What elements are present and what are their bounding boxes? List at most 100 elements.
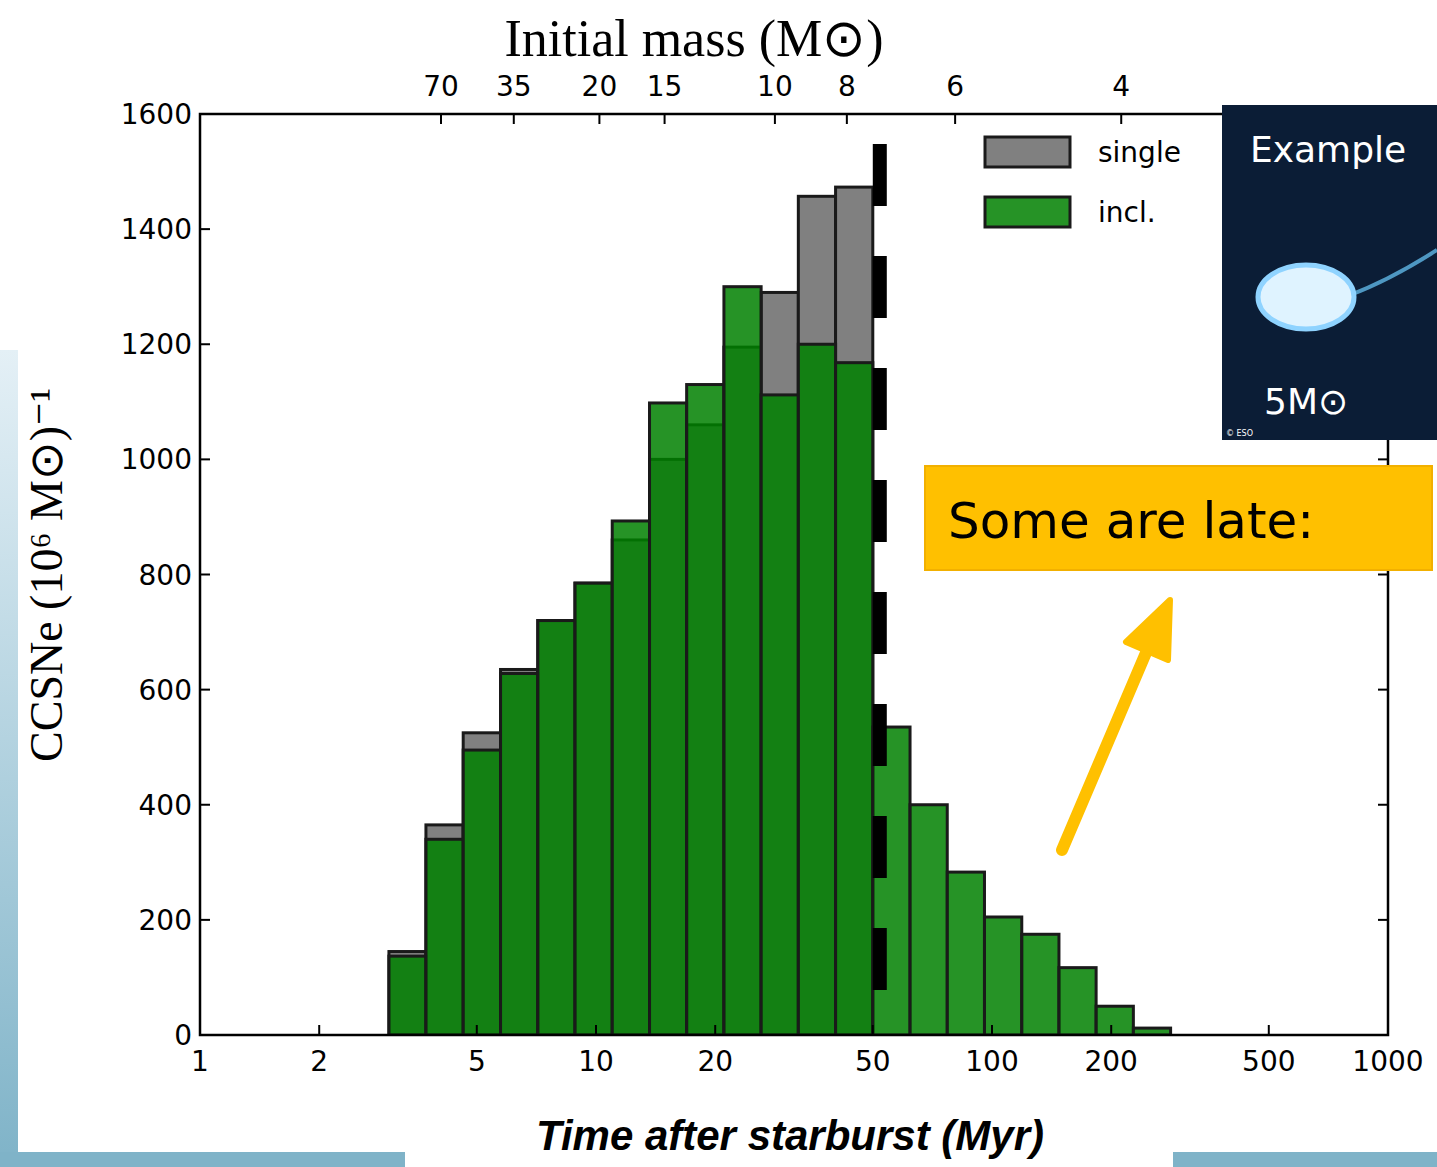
y-tick-label: 800 [139, 559, 192, 592]
x2-tick-label: 6 [946, 70, 964, 103]
bar [538, 621, 575, 1035]
x-tick-label: 10 [578, 1045, 614, 1078]
x-tick-label: 100 [965, 1045, 1018, 1078]
x-tick [1387, 1025, 1389, 1035]
x2-axis-title: Initial mass (M⊙) [504, 10, 883, 68]
bar [687, 385, 724, 1035]
bar [761, 395, 798, 1035]
x-tick [1268, 1025, 1270, 1035]
y-tick [200, 458, 210, 460]
x2-tick [846, 114, 848, 124]
x-tick [318, 1025, 320, 1035]
x-tick-label: 5 [468, 1045, 486, 1078]
x-tick [991, 1025, 993, 1035]
bar [1059, 968, 1096, 1035]
y-tick [200, 804, 210, 806]
x2-tick-label: 15 [647, 70, 683, 103]
y-axis-title: CCSNe (10⁶ M⊙)⁻¹ [21, 388, 72, 762]
background-strip [1173, 1152, 1437, 1167]
y-tick-label: 1400 [121, 213, 192, 246]
inset-title: Example [1250, 129, 1406, 170]
inset-star [1258, 265, 1354, 329]
bar [798, 344, 835, 1035]
bar [389, 952, 426, 1035]
x2-tick-label: 10 [757, 70, 793, 103]
x2-tick [598, 114, 600, 124]
y-tick [200, 228, 210, 230]
series-0 [389, 187, 873, 1035]
legend-label: incl. [1098, 196, 1156, 229]
x-tick [476, 1025, 478, 1035]
y-tick [1378, 458, 1388, 460]
y-tick-label: 0 [174, 1019, 192, 1052]
y-tick-label: 200 [139, 904, 192, 937]
bar [724, 287, 761, 1035]
legend-swatch [985, 197, 1070, 227]
y-tick [200, 919, 210, 921]
annotation-box [925, 466, 1432, 570]
x2-tick [440, 114, 442, 124]
x2-tick-label: 70 [423, 70, 459, 103]
bar [984, 917, 1021, 1035]
x2-tick [954, 114, 956, 124]
y-tick [1378, 919, 1388, 921]
y-tick-label: 400 [139, 789, 192, 822]
bar [426, 825, 463, 1035]
bar [947, 872, 984, 1035]
bar [501, 674, 538, 1035]
x2-tick-label: 20 [582, 70, 618, 103]
bar [910, 805, 947, 1035]
series-1 [389, 287, 1171, 1035]
bar [389, 956, 426, 1035]
x2-tick-label: 35 [496, 70, 532, 103]
inset-stream [1350, 250, 1437, 295]
x-tick-label: 50 [855, 1045, 891, 1078]
bar [575, 583, 612, 1035]
x-tick-label: 1000 [1352, 1045, 1423, 1078]
annotation-arrow [1062, 648, 1148, 850]
bar [798, 196, 835, 1035]
inset-credit: © ESO [1226, 429, 1253, 438]
bars [389, 187, 1171, 1035]
inset-label: 5M⊙ [1264, 381, 1348, 422]
y-tick [1378, 1034, 1388, 1036]
bar [761, 292, 798, 1035]
chart: 1251020501002005001000020040060080010001… [0, 0, 1437, 1167]
inset: Example 5M⊙ © ESO [1222, 105, 1437, 440]
bar [501, 669, 538, 1035]
annotation-arrowhead [1126, 600, 1170, 660]
legend-swatch [985, 137, 1070, 167]
x2-tick [664, 114, 666, 124]
bar [538, 621, 575, 1035]
bar [575, 583, 612, 1035]
y-tick-label: 1600 [121, 98, 192, 131]
background-strip [0, 1152, 405, 1167]
reference-line [873, 144, 887, 1035]
bar [836, 187, 873, 1035]
x-tick-label: 200 [1084, 1045, 1137, 1078]
x2-tick [1120, 114, 1122, 124]
y-tick [200, 574, 210, 576]
y-tick [1378, 689, 1388, 691]
y-tick [1378, 574, 1388, 576]
bar [463, 750, 500, 1035]
x-tick [199, 1025, 201, 1035]
y-tick [200, 689, 210, 691]
inset-background [1222, 105, 1437, 440]
bar [650, 403, 687, 1035]
x-tick-label: 2 [310, 1045, 328, 1078]
x-tick [872, 1025, 874, 1035]
x-tick [595, 1025, 597, 1035]
y-tick-label: 600 [139, 674, 192, 707]
x-tick [1110, 1025, 1112, 1035]
annotation-text: Some are late: [948, 492, 1314, 550]
bar [426, 839, 463, 1035]
y-tick-label: 1200 [121, 328, 192, 361]
x-axis-title: Time after starburst (Myr) [536, 1112, 1044, 1159]
y-tick [200, 343, 210, 345]
x2-tick [513, 114, 515, 124]
x-tick-label: 1 [191, 1045, 209, 1078]
bar [1022, 934, 1059, 1035]
x-tick [714, 1025, 716, 1035]
bar [612, 521, 649, 1035]
